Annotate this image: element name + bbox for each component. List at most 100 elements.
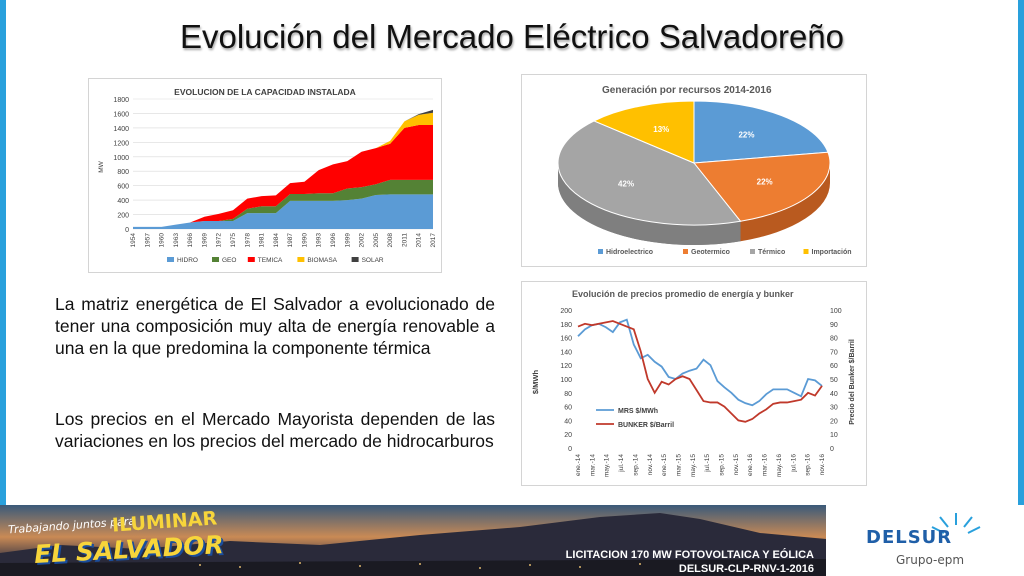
price-line-chart: Evolución de precios promedio de energía… bbox=[521, 281, 867, 486]
delsur-logo: DELSUR Grupo-epm bbox=[826, 505, 1024, 576]
line-series-1 bbox=[577, 320, 823, 423]
line-series-0 bbox=[577, 318, 823, 407]
x-tick-label: 2008 bbox=[387, 233, 394, 248]
left-y-tick-label: 60 bbox=[564, 405, 572, 412]
footer-tender-title: LICITACION 170 MW FOTOVOLTAICA Y EÓLICA bbox=[565, 549, 814, 561]
legend-label-hidro: HIDRO bbox=[177, 257, 198, 264]
pie-data-label: 22% bbox=[757, 178, 773, 187]
right-y-tick-label: 90 bbox=[830, 322, 838, 329]
x-tick-label: ene.-14 bbox=[575, 454, 582, 476]
x-tick-label: 1966 bbox=[187, 233, 194, 248]
x-tick-label: jul.-15 bbox=[704, 454, 711, 473]
left-y-tick-label: 180 bbox=[560, 322, 572, 329]
left-y-tick-label: 100 bbox=[560, 377, 572, 384]
y-tick-label: 1200 bbox=[113, 140, 129, 147]
x-tick-label: 1972 bbox=[216, 233, 223, 248]
y-tick-label: 600 bbox=[117, 184, 129, 191]
x-tick-label: mar.-14 bbox=[589, 454, 596, 476]
x-tick-label: 2005 bbox=[373, 233, 380, 248]
x-tick-label: 1954 bbox=[130, 233, 137, 248]
footer-tender-code: DELSUR-CLP-RNV-1-2016 bbox=[678, 563, 814, 575]
x-tick-label: sep.-15 bbox=[719, 454, 726, 476]
pie-legend-swatch bbox=[750, 249, 755, 254]
capacity-chart: EVOLUCION DE LA CAPACIDAD INSTALADA 0 200 4… bbox=[88, 78, 442, 273]
area-series-temica bbox=[133, 125, 433, 227]
pie-side-extra-2 bbox=[558, 163, 741, 245]
legend-swatch-temica bbox=[247, 257, 255, 262]
x-tick-label: 2014 bbox=[416, 233, 423, 248]
x-tick-label: mar.-16 bbox=[762, 454, 769, 476]
area-series-hidro bbox=[133, 194, 433, 229]
pie-side-1 bbox=[740, 163, 830, 242]
right-y-tick-label: 100 bbox=[830, 308, 842, 315]
pie-title: Generación por recursos 2014-2016 bbox=[602, 85, 772, 96]
price-legend-label: MRS $/MWh bbox=[618, 408, 658, 415]
footer: Trabajando juntos para ILUMINAR EL SALVA… bbox=[0, 505, 1024, 576]
legend-swatch-hidro bbox=[167, 257, 174, 262]
right-y-tick-label: 70 bbox=[830, 349, 838, 356]
x-tick-label: 1981 bbox=[259, 233, 266, 248]
pie-slice-térmico bbox=[557, 120, 742, 226]
capacity-chart-title: EVOLUCION DE LA CAPACIDAD INSTALADA bbox=[174, 87, 356, 97]
left-y-tick-label: 160 bbox=[560, 336, 572, 343]
paragraph-energy-matrix: La matriz energética de El Salvador a ev… bbox=[55, 294, 495, 358]
right-y-axis-label: Precio del Bunker $/Barril bbox=[849, 339, 856, 425]
generation-pie-chart: Generación por recursos 2014-2016 22% 22% 4… bbox=[521, 74, 867, 267]
y-axis-label: MW bbox=[98, 160, 105, 172]
area-series-biomasa bbox=[133, 112, 433, 227]
right-y-tick-label: 40 bbox=[830, 391, 838, 398]
x-tick-label: 1990 bbox=[301, 233, 308, 248]
price-line-svg: Evolución de precios promedio de energía… bbox=[531, 289, 856, 477]
x-tick-label: 1993 bbox=[316, 233, 323, 248]
capacity-chart-svg: EVOLUCION DE LA CAPACIDAD INSTALADA 0 200 4… bbox=[98, 87, 437, 264]
x-tick-label: may.-15 bbox=[690, 454, 697, 477]
x-tick-label: 1999 bbox=[344, 233, 351, 248]
pie-legend-swatch bbox=[803, 249, 809, 254]
x-tick-label: 1984 bbox=[273, 233, 280, 248]
x-tick-label: jul.-14 bbox=[618, 454, 625, 473]
left-y-tick-label: 140 bbox=[560, 349, 572, 356]
legend-swatch-solar bbox=[351, 257, 359, 262]
pie-data-label: 13% bbox=[653, 125, 669, 134]
x-tick-label: 2017 bbox=[430, 233, 437, 248]
legend-label-temica: TEMICA bbox=[258, 257, 283, 264]
x-tick-label: 2002 bbox=[359, 233, 366, 248]
pie-slice-geotermico bbox=[693, 151, 831, 222]
x-tick-label: 1957 bbox=[144, 233, 151, 248]
y-tick-label: 200 bbox=[117, 213, 129, 220]
price-chart-title: Evolución de precios promedio de energía… bbox=[572, 289, 794, 299]
right-y-tick-label: 60 bbox=[830, 363, 838, 370]
x-tick-label: 1996 bbox=[330, 233, 337, 248]
x-tick-label: may.-16 bbox=[776, 454, 783, 477]
x-tick-label: 1963 bbox=[173, 233, 180, 248]
pie-data-label: 42% bbox=[618, 180, 634, 189]
pie-legend-label: Geotermico bbox=[691, 249, 730, 256]
pie-legend-swatch bbox=[598, 249, 603, 254]
left-y-tick-label: 40 bbox=[564, 418, 572, 425]
grupo-epm-text: Grupo-epm bbox=[896, 553, 965, 567]
legend-swatch-biomasa bbox=[297, 257, 305, 262]
right-y-tick-label: 10 bbox=[830, 432, 838, 439]
legend-label-geo: GEO bbox=[222, 257, 236, 264]
y-tick-label: 1000 bbox=[113, 155, 129, 162]
x-tick-label: ene.-15 bbox=[661, 454, 668, 476]
right-y-tick-label: 80 bbox=[830, 336, 838, 343]
left-y-tick-label: 200 bbox=[560, 308, 572, 315]
slide-title: Evolución del Mercado Eléctrico Salvador… bbox=[179, 18, 845, 55]
y-tick-label: 1800 bbox=[113, 97, 129, 104]
y-tick-label: 0 bbox=[125, 227, 129, 234]
generation-pie-svg: Generación por recursos 2014-2016 22% 22% 4… bbox=[557, 85, 852, 256]
y-tick-label: 1600 bbox=[113, 111, 129, 118]
area-series-geo bbox=[133, 179, 433, 227]
left-y-tick-label: 80 bbox=[564, 391, 572, 398]
x-tick-label: 1960 bbox=[159, 233, 166, 248]
x-tick-label: jul.-16 bbox=[790, 454, 797, 473]
legend-label-biomasa: BIOMASA bbox=[307, 257, 337, 264]
left-y-axis-label: $/MWh bbox=[531, 370, 540, 395]
x-tick-label: 2011 bbox=[401, 233, 408, 247]
pie-legend-swatch bbox=[683, 249, 688, 254]
right-y-tick-label: 0 bbox=[830, 446, 834, 453]
x-tick-label: ene.-16 bbox=[747, 454, 754, 476]
x-tick-label: 1978 bbox=[244, 233, 251, 248]
left-y-tick-label: 120 bbox=[560, 363, 572, 370]
